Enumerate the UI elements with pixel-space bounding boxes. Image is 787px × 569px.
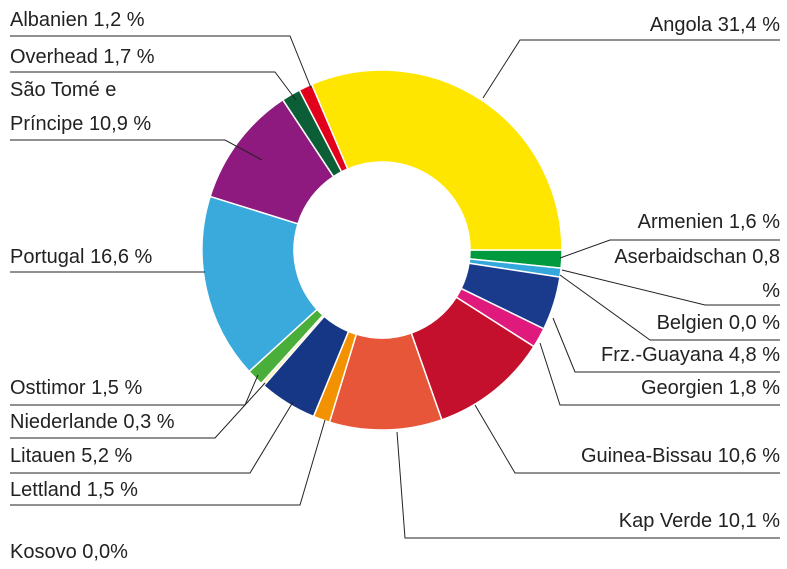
slice [201,195,319,373]
leader-line [552,317,780,373]
slice-label: Lettland 1,5 % [10,473,138,507]
leader-line [10,139,263,161]
leader-line [396,431,780,539]
value-label: 10,9 % [88,113,152,135]
value-label: 1,6 % [728,211,780,233]
leader-line [10,419,326,506]
category-name: Kosovo [10,541,77,563]
category-name: Frz.-Guayana [601,344,724,366]
leader-line [10,374,259,406]
slice-label: Kosovo 0,0% [10,535,128,569]
category-name: Portugal [10,246,85,268]
slice-label: Portugal 16,6 % [10,240,152,274]
value-label: 1,8 % [728,377,780,399]
category-name: Albanien [10,9,88,31]
category-name: Angola [649,14,713,36]
slice-label: Belgien 0,0 % [657,306,780,340]
value-label: 16,6 % [90,246,153,268]
slice-label: Frz.-Guayana 4,8 % [601,338,780,372]
slice-label: Angola 31,4 % [650,8,780,42]
category-name: Georgien [641,377,724,399]
category-name: Guinea-Bissau [580,445,713,467]
slice-label: Overhead 1,7 % [10,40,155,74]
slice-label: Aserbaidschan 0,8 % [605,240,780,308]
slice-label: São Tomé e Príncipe 10,9 % [10,73,190,141]
value-label: 1,7 % [103,46,155,68]
category-name: Lettland [10,479,82,501]
leader-line [10,401,294,474]
slice-label: Armenien 1,6 % [638,205,780,239]
leader-line [559,239,780,259]
slice [310,69,563,251]
value-label: 10,6 % [717,445,780,467]
category-name: São Tomé e Príncipe [10,79,117,135]
value-label: 1,2 % [93,9,145,31]
category-name: Aserbaidschan [614,246,747,268]
value-label: 1,5 % [86,479,138,501]
slice-label: Litauen 5,2 % [10,439,132,473]
value-label: 0,0% [82,541,128,563]
category-name: Litauen [10,445,76,467]
leader-line [10,71,297,101]
value-label: 4,8 % [728,344,780,366]
leader-line [10,35,312,89]
slice-label: Niederlande 0,3 % [10,405,175,439]
value-label: 31,4 % [717,14,780,36]
leader-line [482,39,780,99]
category-name: Niederlande [10,411,118,433]
category-name: Belgien [656,312,724,334]
slice [298,83,349,173]
leader-line [10,382,266,439]
category-name: Osttimor [10,377,86,399]
value-label: 1,5 % [91,377,143,399]
value-label: 0,3 % [123,411,175,433]
slice-label: Osttimor 1,5 % [10,371,142,405]
value-label: 10,1 % [717,510,780,532]
value-label: 5,2 % [81,445,133,467]
category-name: Armenien [637,211,724,233]
leader-line [561,269,780,306]
slice-label: Guinea-Bissau 10,6 % [581,439,780,473]
leader-line [474,404,780,474]
slice-label: Albanien 1,2 % [10,3,145,37]
slice-label: Georgien 1,8 % [641,371,780,405]
category-name: Overhead [10,46,98,68]
value-label: 0,8 % [752,246,780,302]
leader-line [539,342,780,406]
slice-label: Kap Verde 10,1 % [619,504,780,538]
value-label: 0,0 % [728,312,780,334]
leader-line [559,274,780,341]
category-name: Kap Verde [618,510,713,532]
